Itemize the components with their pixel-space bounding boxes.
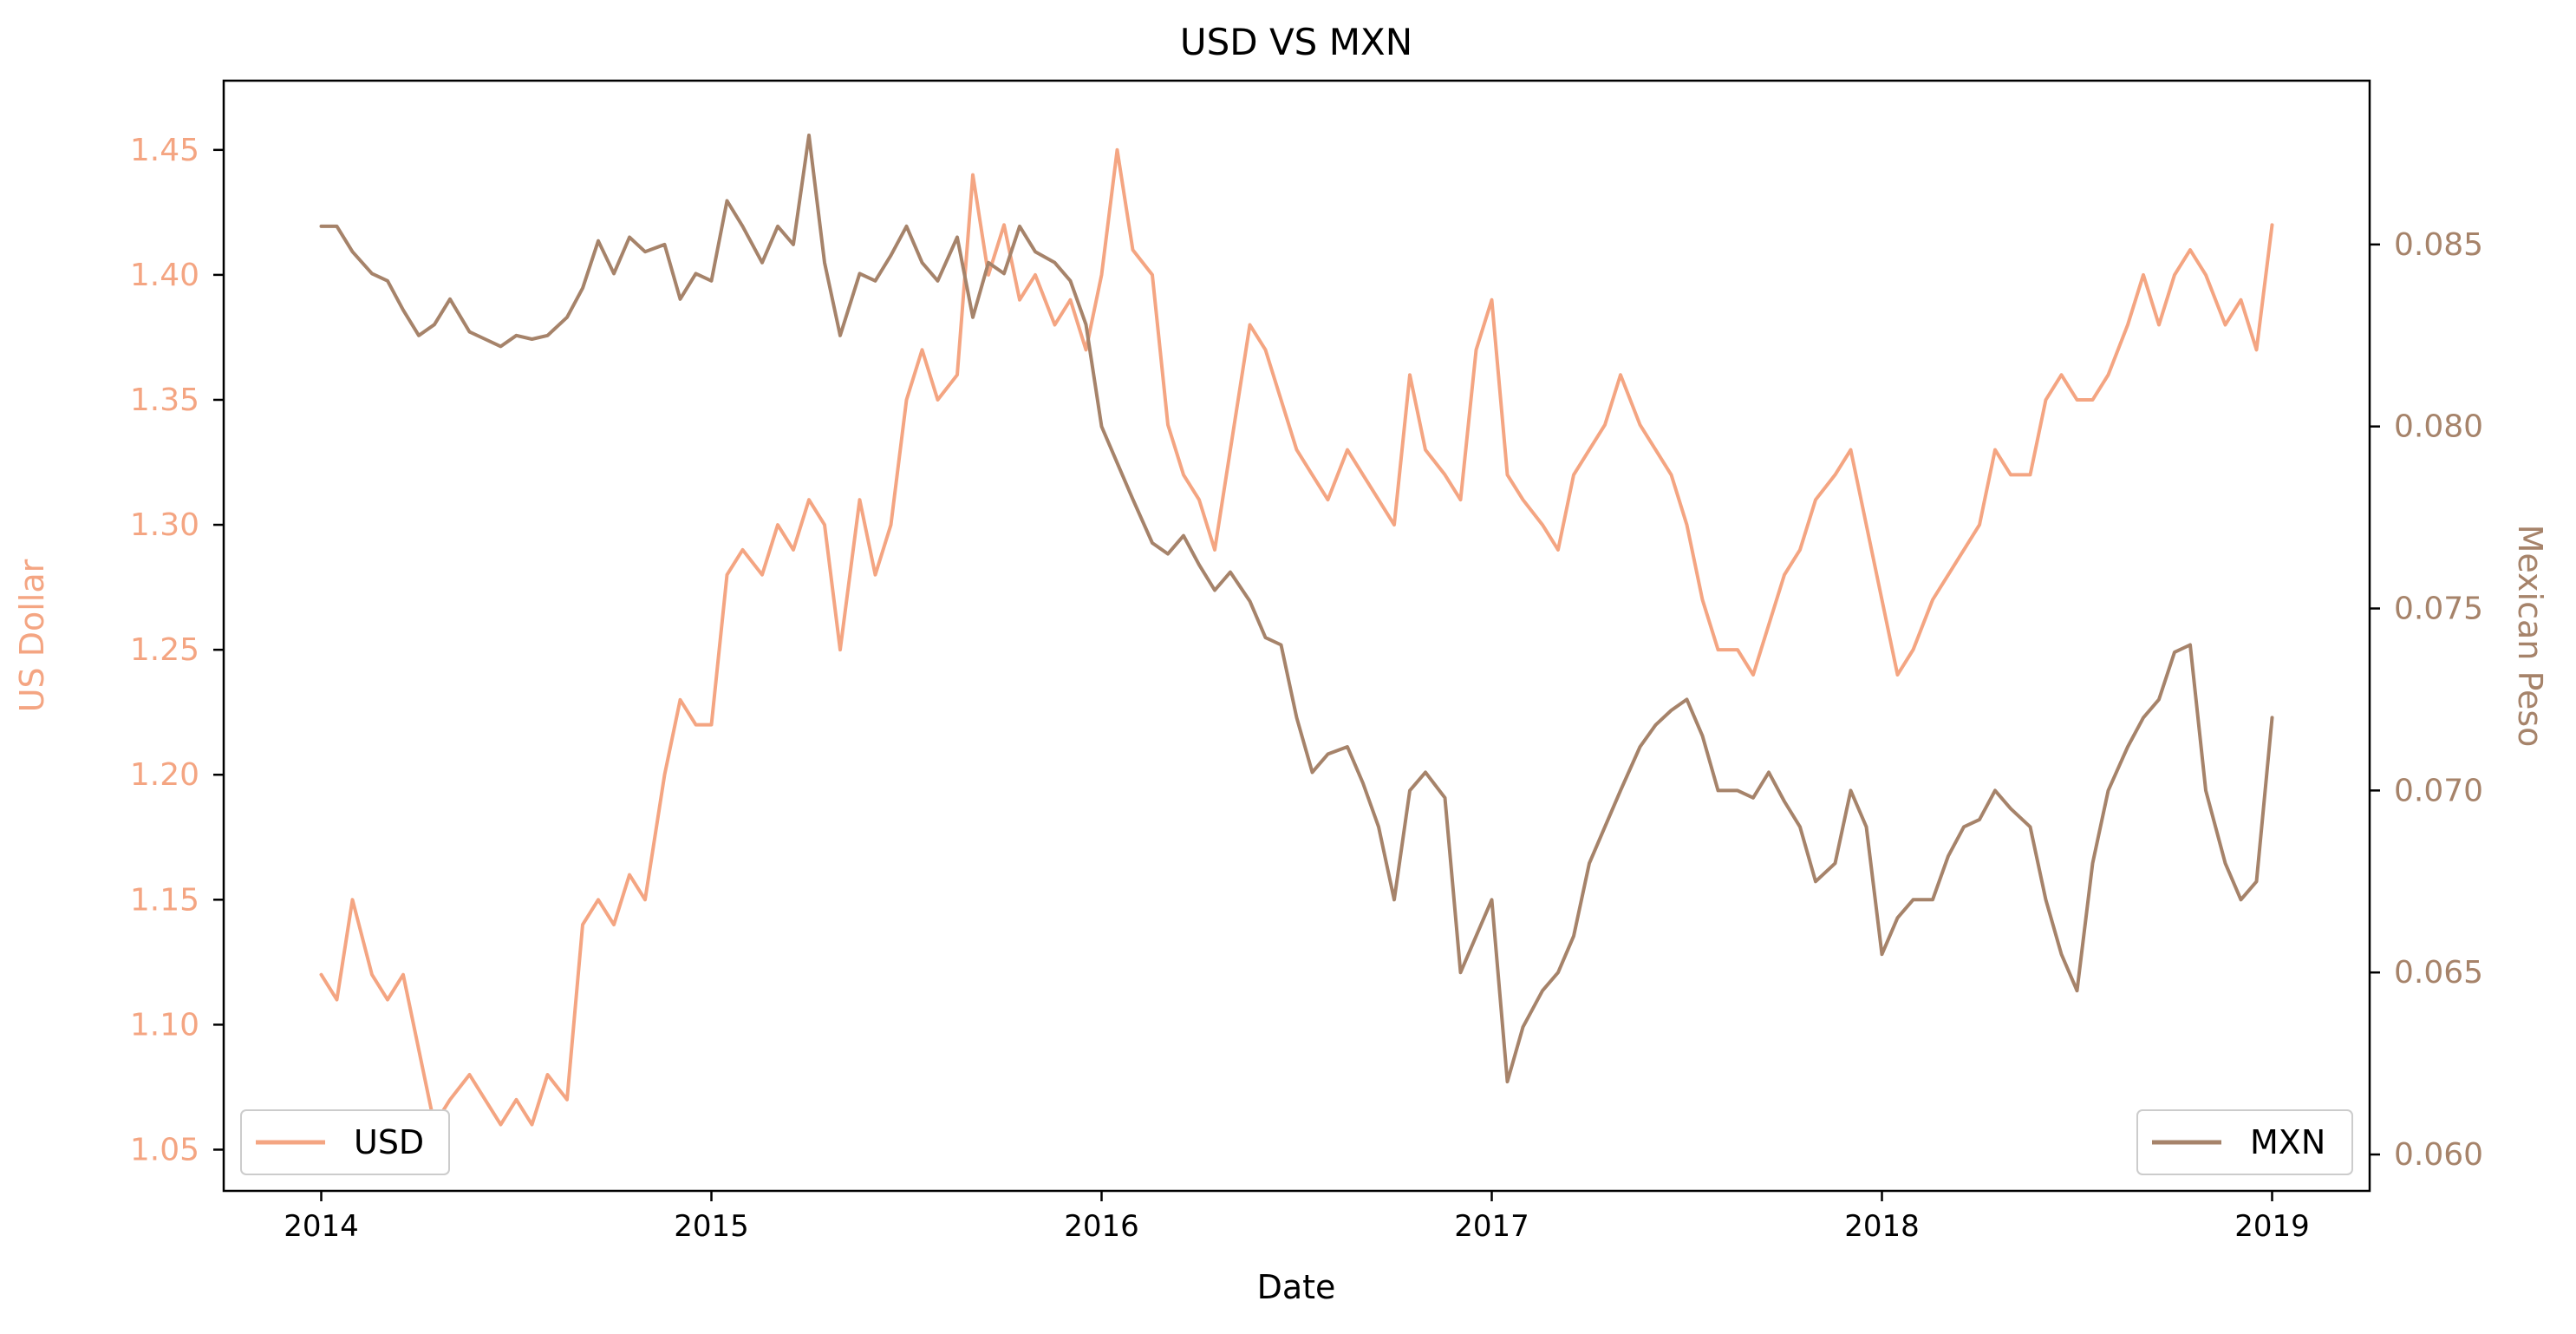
plot-frame bbox=[222, 79, 2371, 1193]
y-left-tick-label: 1.30 bbox=[130, 507, 199, 543]
legend-mxn-box bbox=[2136, 1109, 2353, 1175]
legend-usd-box bbox=[240, 1109, 450, 1175]
legend-usd: USD bbox=[240, 1109, 450, 1175]
y-right-tick-label: 0.075 bbox=[2394, 592, 2483, 627]
chart-title: USD VS MXN bbox=[1180, 21, 1412, 63]
x-tick-label: 2017 bbox=[1454, 1209, 1529, 1244]
y-left-tick-label: 1.10 bbox=[130, 1007, 199, 1043]
x-tick-label: 2016 bbox=[1064, 1209, 1139, 1244]
y-left-tick-label: 1.15 bbox=[130, 882, 199, 918]
x-tick-label: 2019 bbox=[2234, 1209, 2310, 1244]
series-line-usd bbox=[319, 147, 2274, 1127]
x-tick-label: 2014 bbox=[284, 1209, 359, 1244]
y-right-tick-label: 0.070 bbox=[2394, 773, 2483, 808]
legend-usd-label: USD bbox=[354, 1123, 424, 1161]
y-axis-right-label: Mexican Peso bbox=[2511, 525, 2549, 748]
y-left-tick-label: 1.40 bbox=[130, 258, 199, 293]
y-left-tick-label: 1.45 bbox=[130, 133, 199, 168]
x-tick-label: 2015 bbox=[674, 1209, 749, 1244]
y-right-tick-label: 0.060 bbox=[2394, 1137, 2483, 1173]
y-axis-left-label: US Dollar bbox=[13, 559, 51, 712]
y-left-tick-label: 1.25 bbox=[130, 632, 199, 668]
y-left-tick-label: 1.35 bbox=[130, 383, 199, 418]
series-line-mxn bbox=[319, 134, 2274, 1084]
ticks-layer: 2014 2015 2016 2017 2018 2019 1.05 1.10 1.15 1.20… bbox=[130, 133, 2483, 1244]
legend-mxn: MXN bbox=[2136, 1109, 2353, 1175]
y-left-tick-label: 1.20 bbox=[130, 757, 199, 793]
x-axis-label: Date bbox=[1257, 1268, 1336, 1306]
legend-mxn-label: MXN bbox=[2250, 1123, 2325, 1161]
y-left-tick-label: 1.05 bbox=[130, 1132, 199, 1167]
series-layer bbox=[319, 134, 2274, 1127]
y-right-tick-label: 0.085 bbox=[2394, 227, 2483, 263]
y-right-tick-label: 0.065 bbox=[2394, 955, 2483, 991]
x-tick-label: 2018 bbox=[1844, 1209, 1920, 1244]
plot-background bbox=[224, 81, 2370, 1191]
y-right-tick-label: 0.080 bbox=[2394, 409, 2483, 445]
